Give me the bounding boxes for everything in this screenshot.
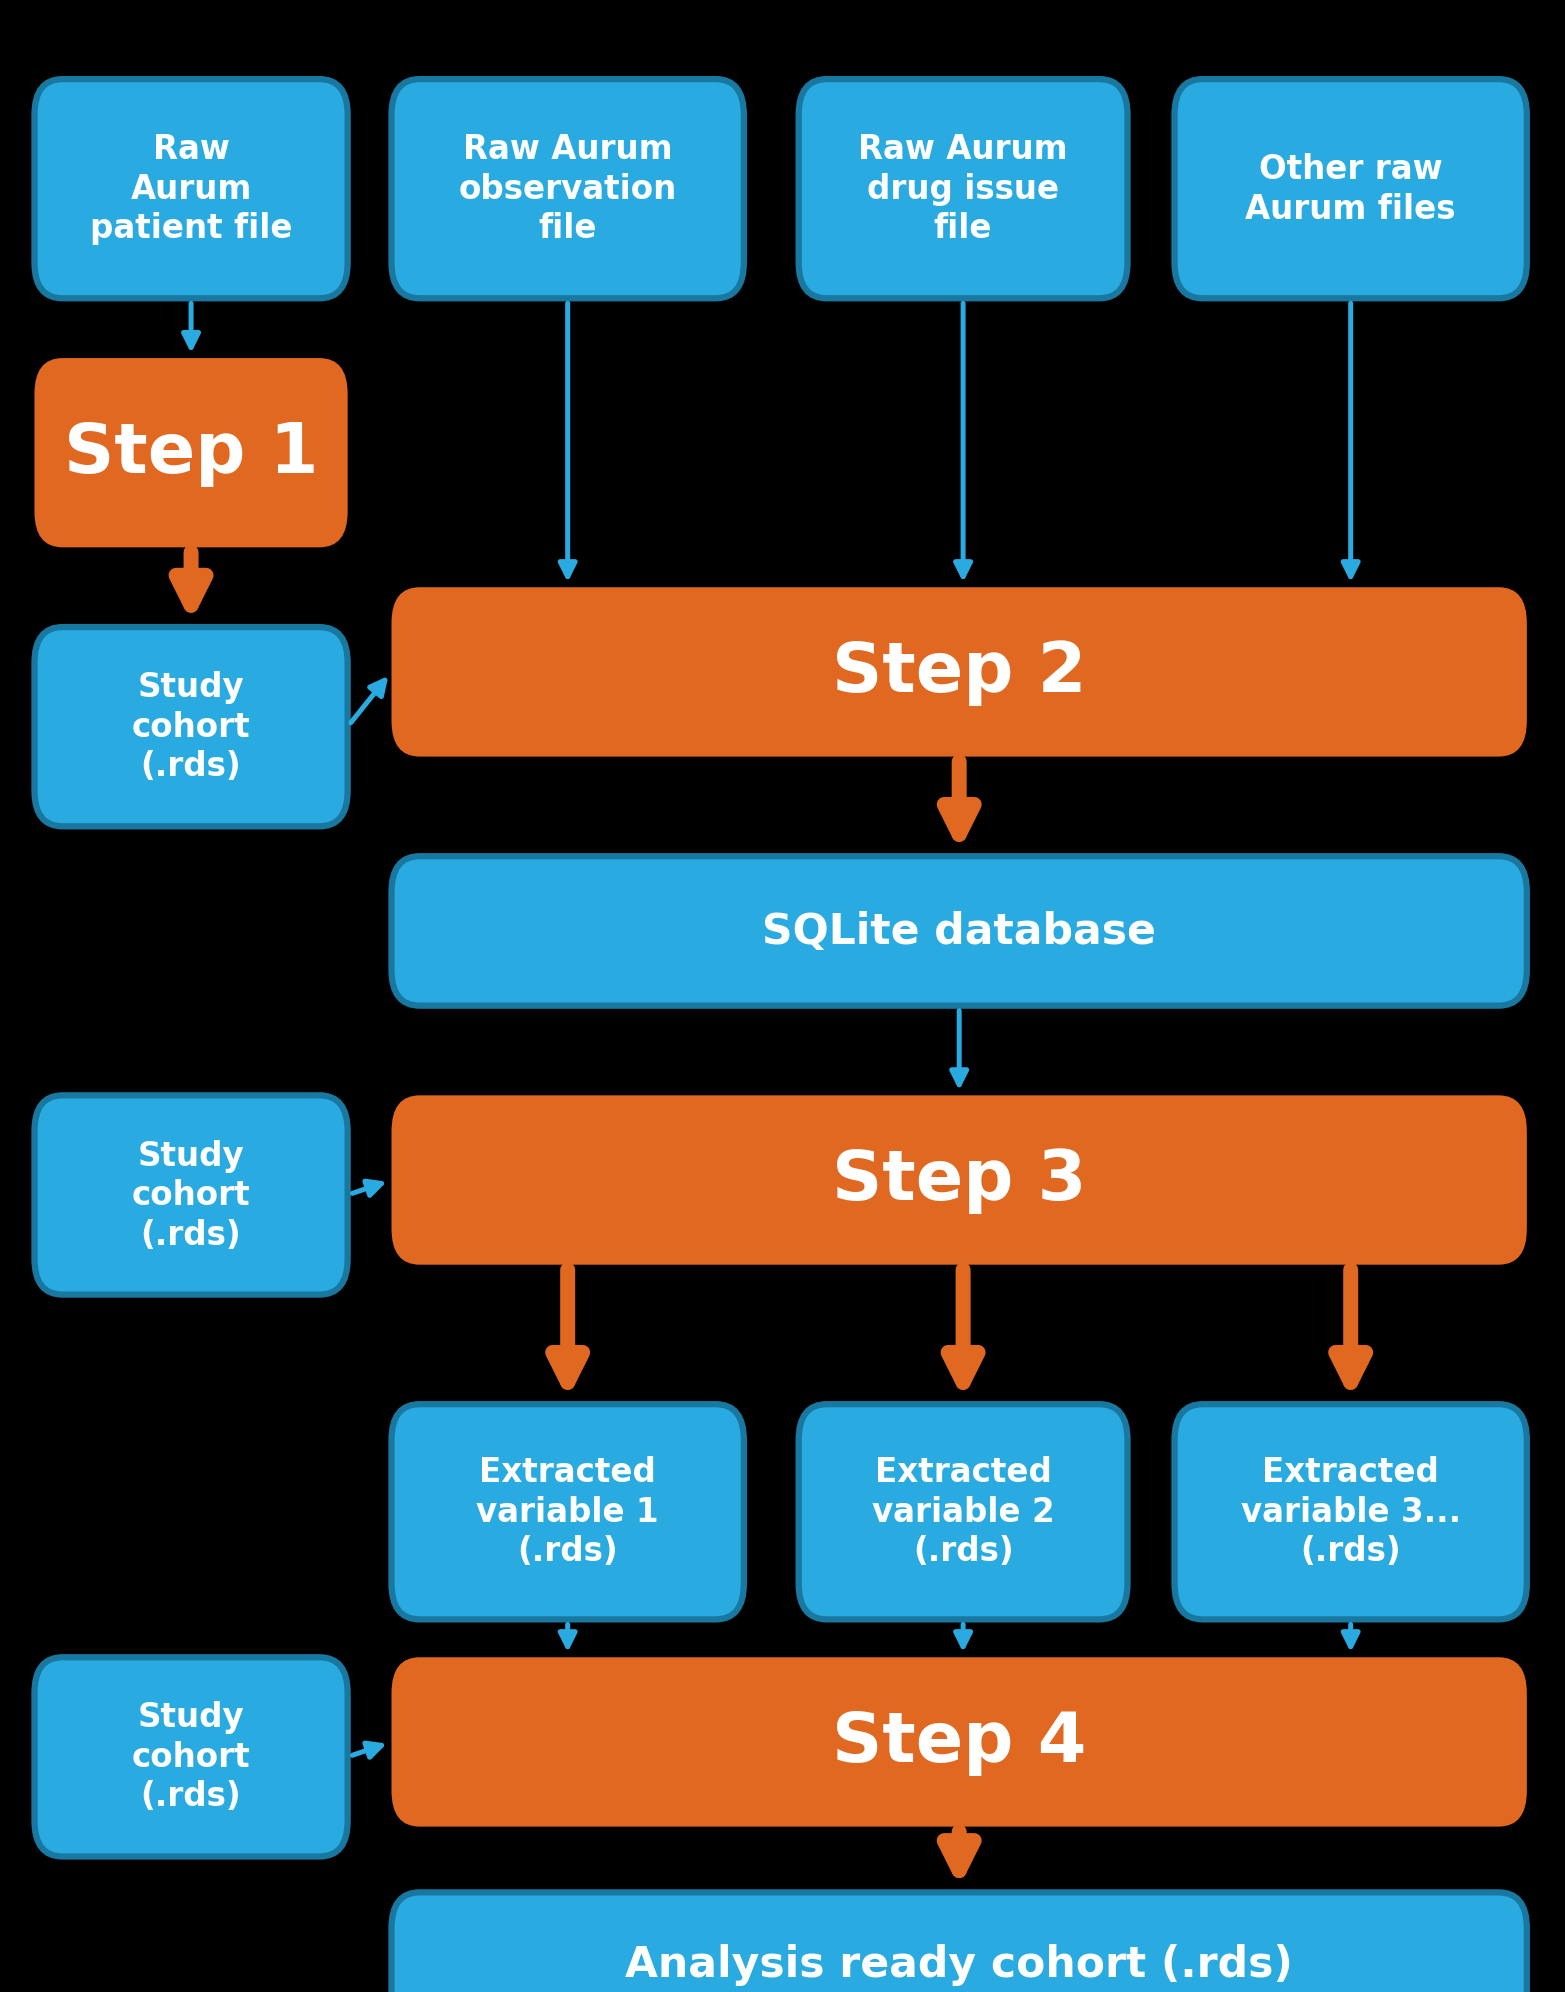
FancyBboxPatch shape [391, 1404, 743, 1619]
Text: Extracted
variable 3...
(.rds): Extracted variable 3... (.rds) [1239, 1456, 1460, 1568]
FancyBboxPatch shape [798, 1404, 1127, 1619]
FancyBboxPatch shape [34, 1096, 347, 1295]
FancyBboxPatch shape [34, 80, 347, 299]
Text: Raw Aurum
observation
file: Raw Aurum observation file [459, 133, 676, 245]
FancyBboxPatch shape [798, 80, 1127, 299]
Text: Study
cohort
(.rds): Study cohort (.rds) [131, 671, 250, 783]
FancyBboxPatch shape [391, 1892, 1526, 1992]
Text: Raw
Aurum
patient file: Raw Aurum patient file [89, 133, 293, 245]
Text: Raw Aurum
drug issue
file: Raw Aurum drug issue file [858, 133, 1067, 245]
FancyBboxPatch shape [391, 1096, 1526, 1265]
FancyBboxPatch shape [391, 857, 1526, 1006]
FancyBboxPatch shape [34, 627, 347, 827]
Text: Step 1: Step 1 [64, 420, 318, 486]
Text: Step 2: Step 2 [831, 639, 1086, 705]
Text: Extracted
variable 2
(.rds): Extracted variable 2 (.rds) [872, 1456, 1053, 1568]
FancyBboxPatch shape [391, 80, 743, 299]
FancyBboxPatch shape [34, 359, 347, 548]
Text: Other raw
Aurum files: Other raw Aurum files [1244, 153, 1455, 225]
Text: Extracted
variable 1
(.rds): Extracted variable 1 (.rds) [476, 1456, 659, 1568]
FancyBboxPatch shape [1174, 1404, 1526, 1619]
Text: Step 3: Step 3 [831, 1147, 1086, 1213]
Text: Analysis ready cohort (.rds): Analysis ready cohort (.rds) [624, 1942, 1293, 1986]
Text: Step 4: Step 4 [831, 1709, 1086, 1775]
FancyBboxPatch shape [34, 1657, 347, 1857]
FancyBboxPatch shape [391, 588, 1526, 757]
Text: Study
cohort
(.rds): Study cohort (.rds) [131, 1701, 250, 1813]
FancyBboxPatch shape [391, 1657, 1526, 1827]
Text: SQLite database: SQLite database [762, 910, 1155, 952]
FancyBboxPatch shape [1174, 80, 1526, 299]
Text: Study
cohort
(.rds): Study cohort (.rds) [131, 1139, 250, 1251]
